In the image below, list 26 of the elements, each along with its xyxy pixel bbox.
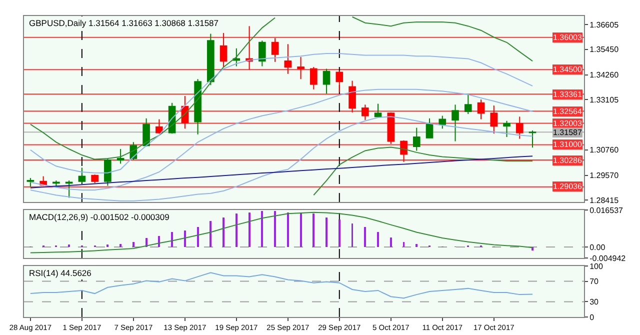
chart-title: RSI(14) 44.5626 bbox=[29, 268, 92, 278]
y-tick-label: 1.29570 bbox=[590, 171, 620, 180]
y-tick-label: 1.36605 bbox=[590, 20, 620, 30]
ref-line-label: 1.36003 bbox=[553, 33, 582, 42]
ref-line-label: 1.32003 bbox=[553, 119, 582, 128]
ref-line-label: 1.31587 bbox=[553, 128, 582, 137]
ref-line-label: 1.31000 bbox=[553, 140, 582, 149]
y-tick-label: 0.016537 bbox=[590, 206, 624, 215]
y-tick-label: 0.00 bbox=[590, 242, 606, 252]
ref-line-label: 1.33361 bbox=[553, 90, 582, 99]
y-tick-label: 1.33105 bbox=[590, 95, 620, 104]
y-tick-label: 1.35450 bbox=[590, 45, 620, 54]
y-tick-label: 0 bbox=[590, 312, 595, 322]
y-tick-label: 1.34260 bbox=[590, 70, 620, 80]
y-tick-label: 70 bbox=[590, 277, 600, 286]
ref-line-label: 1.34500 bbox=[553, 65, 582, 74]
ref-line-label: 1.30286 bbox=[553, 156, 582, 165]
ref-line-label: 1.29036 bbox=[553, 182, 582, 191]
y-tick-label: 1.30760 bbox=[590, 146, 620, 155]
ref-line-label: 1.32564 bbox=[553, 107, 582, 116]
y-tick-label: 100 bbox=[590, 262, 604, 271]
y-tick-label: -0.004942 bbox=[590, 254, 626, 263]
chart-title: GBPUSD,Daily 1.31564 1.31663 1.30868 1.31587 bbox=[29, 18, 219, 28]
y-tick-label: 30 bbox=[590, 298, 600, 306]
chart-title: MACD(12,26,9) -0.001502 -0.000309 bbox=[29, 212, 170, 222]
y-tick-label: 1.28415 bbox=[590, 196, 620, 205]
